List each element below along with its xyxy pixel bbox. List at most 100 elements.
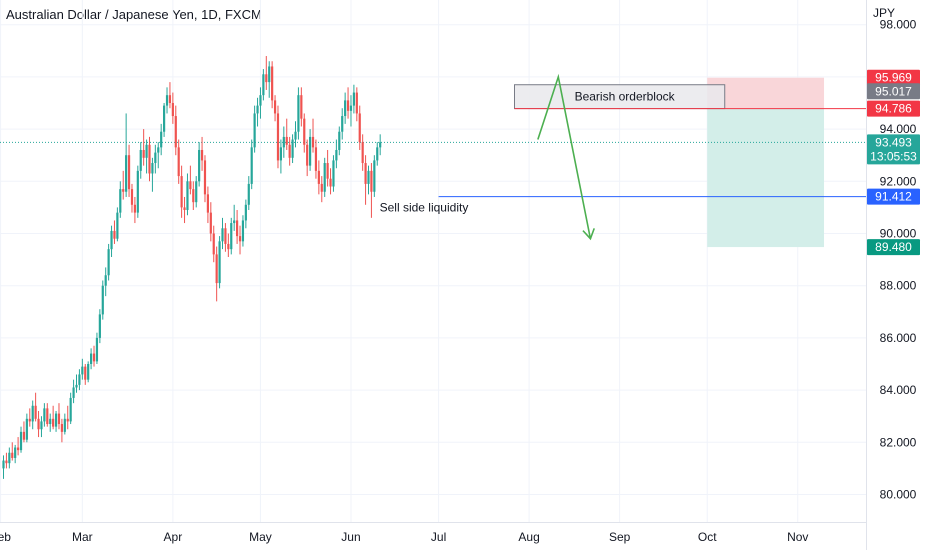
candle-body xyxy=(54,413,58,427)
price-label-value: 89.480 xyxy=(875,240,912,254)
price-label-box xyxy=(867,83,920,100)
candle-body xyxy=(142,149,145,158)
candle-body xyxy=(230,223,233,250)
candle-body xyxy=(90,353,93,364)
candle-body xyxy=(148,144,151,174)
candle-body xyxy=(262,74,265,96)
candle-body xyxy=(256,105,259,114)
candle-body xyxy=(177,147,180,177)
candle-body xyxy=(355,92,358,114)
projection-arrow xyxy=(537,73,592,239)
price-label-box xyxy=(867,69,920,86)
candle-body xyxy=(25,418,28,440)
candle-body xyxy=(311,136,315,148)
countdown-label: 13:05:53 xyxy=(870,149,917,163)
x-tick-label: May xyxy=(249,530,272,544)
take-profit-zone xyxy=(707,108,825,248)
x-tick-label: Feb xyxy=(0,530,11,544)
y-tick-label: 82.000 xyxy=(880,435,917,449)
y-tick-label: 98.000 xyxy=(880,18,917,32)
candle-body xyxy=(241,220,245,242)
candle-body xyxy=(14,447,17,458)
candle-body xyxy=(253,113,256,148)
candle-body xyxy=(379,142,382,148)
candle-body xyxy=(139,149,142,171)
y-tick-label: 86.000 xyxy=(880,331,917,345)
candle-body xyxy=(46,408,49,425)
price-label-box xyxy=(867,188,920,205)
candle-body xyxy=(5,460,8,464)
candle-body xyxy=(52,418,55,427)
candle-body xyxy=(285,136,288,145)
x-tick-label: Apr xyxy=(164,530,183,544)
candle-body xyxy=(11,452,14,458)
candle-body xyxy=(125,155,128,192)
candle-body xyxy=(130,189,134,205)
candle-body xyxy=(215,254,218,284)
candle-body xyxy=(244,204,247,221)
candle-body xyxy=(43,408,46,422)
candle-body xyxy=(352,92,355,106)
x-tick-label: Jul xyxy=(431,530,446,544)
candle-body xyxy=(276,113,280,161)
candle-body xyxy=(198,149,201,182)
candle-body xyxy=(116,212,119,239)
projection-arrow-head xyxy=(582,228,595,241)
x-tick-label: Sep xyxy=(609,530,631,544)
candle-body xyxy=(238,236,242,242)
candle-body xyxy=(373,160,376,192)
candle-body xyxy=(189,181,192,190)
candle-body xyxy=(233,220,236,224)
candle-body xyxy=(367,170,370,184)
candle-body xyxy=(206,194,209,213)
y-tick-label: 80.000 xyxy=(880,488,917,502)
candle-body xyxy=(212,233,215,255)
price-label-value: 91.412 xyxy=(875,190,912,204)
candle-body xyxy=(66,418,69,422)
candle-body xyxy=(306,144,309,166)
candle-body xyxy=(317,170,320,184)
candle-body xyxy=(300,95,303,119)
candle-body xyxy=(291,139,294,158)
candles xyxy=(2,56,382,479)
candle-body xyxy=(323,163,326,192)
candle-body xyxy=(81,366,84,375)
candle-body xyxy=(84,366,87,380)
y-tick-label: 94.000 xyxy=(880,122,917,136)
candle-body xyxy=(203,160,207,195)
candle-body xyxy=(22,431,26,440)
candle-body xyxy=(236,220,239,237)
candle-body xyxy=(127,155,131,190)
y-tick-label: 84.000 xyxy=(880,383,917,397)
candle-body xyxy=(338,131,341,150)
y-tick-label: 88.000 xyxy=(880,279,917,293)
candle-body xyxy=(157,147,160,153)
candle-body xyxy=(165,95,169,106)
candle-body xyxy=(113,230,116,239)
candle-body xyxy=(49,418,52,425)
candle-body xyxy=(163,105,166,132)
candle-body xyxy=(19,431,23,451)
candle-body xyxy=(227,243,230,250)
candle-body xyxy=(136,170,139,213)
candle-body xyxy=(145,144,148,158)
x-tick-label: Aug xyxy=(518,530,539,544)
candle-body xyxy=(34,405,37,419)
price-label-box xyxy=(867,134,920,165)
candle-body xyxy=(314,147,318,171)
candle-body xyxy=(326,163,329,179)
candle-body xyxy=(40,421,43,430)
candle-body xyxy=(320,183,323,192)
candle-body xyxy=(87,364,90,380)
candle-body xyxy=(183,207,186,211)
x-tick-label: Jun xyxy=(341,530,360,544)
candle-body xyxy=(119,189,122,213)
candle-body xyxy=(60,424,63,432)
candle-body xyxy=(160,131,163,148)
candle-body xyxy=(303,118,306,145)
x-tick-label: Nov xyxy=(787,530,808,544)
price-label-value: 94.786 xyxy=(875,102,912,116)
y-tick-label: 92.000 xyxy=(880,174,917,188)
candle-body xyxy=(180,176,183,208)
